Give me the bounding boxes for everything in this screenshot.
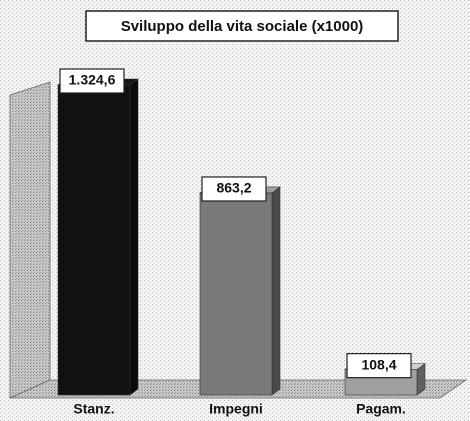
bar-side: [271, 186, 281, 396]
bar-side: [129, 78, 139, 396]
x-tick-label: Pagam.: [356, 401, 406, 417]
bar: [57, 84, 131, 396]
value-label: 1.324,6: [69, 72, 116, 88]
value-label: 108,4: [361, 356, 396, 372]
side-wall: [9, 81, 51, 399]
x-tick-label: Stanz.: [73, 401, 114, 417]
value-label: 863,2: [216, 180, 251, 196]
title-box: [85, 10, 399, 42]
bar: [199, 192, 273, 396]
x-tick-label: Impegni: [209, 401, 263, 417]
value-label-box: [59, 68, 125, 94]
chart-title: Sviluppo della vita sociale (x1000): [121, 18, 364, 35]
value-label-box: [201, 176, 267, 202]
value-label-box: [346, 353, 412, 379]
